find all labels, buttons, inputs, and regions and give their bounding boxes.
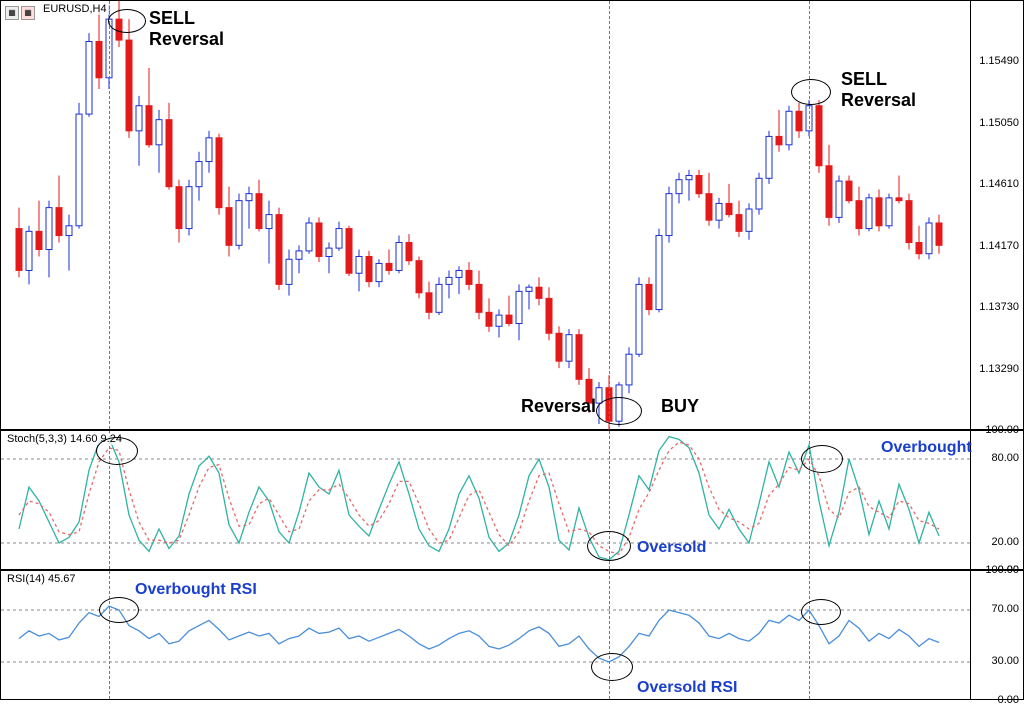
- chart-icon: ▦: [5, 6, 19, 20]
- rsi-tick: 100.00: [985, 564, 1019, 576]
- highlight-circle: [587, 531, 631, 561]
- signal-vline: [109, 571, 110, 699]
- price-tick: 1.14170: [979, 240, 1019, 252]
- highlight-circle: [591, 653, 633, 681]
- price-tick: 1.13730: [979, 301, 1019, 313]
- symbol-label: EURUSD,H4: [41, 3, 109, 15]
- rsi-tick: 30.00: [991, 655, 1019, 667]
- highlight-circle: [99, 597, 139, 623]
- candlestick-svg: [1, 1, 971, 431]
- rsi-label: RSI(14) 45.67: [5, 573, 77, 585]
- annotation-label: Reversal: [841, 90, 916, 111]
- annotation-label: Overbought RSI: [135, 581, 257, 599]
- rsi-tick: 0.00: [998, 694, 1019, 706]
- highlight-circle: [108, 9, 146, 33]
- stoch-tick: 80.00: [991, 452, 1019, 464]
- highlight-circle: [96, 437, 138, 465]
- stoch-tick: 20.00: [991, 536, 1019, 548]
- signal-vline: [809, 571, 810, 699]
- annotation-label: SELL: [149, 8, 195, 29]
- price-tick: 1.15050: [979, 117, 1019, 129]
- price-tick: 1.13290: [979, 363, 1019, 375]
- toolbar-icons: ▦ ▦: [5, 6, 35, 20]
- stoch-tick: 100.00: [985, 424, 1019, 436]
- price-tick: 1.14610: [979, 178, 1019, 190]
- chart-icon-2: ▦: [21, 6, 35, 20]
- annotation-label: Reversal: [149, 29, 224, 50]
- annotation-label: Oversold: [637, 539, 706, 557]
- rsi-panel[interactable]: RSI(14) 45.67 Overbought RSI Oversold RSI: [0, 570, 970, 700]
- highlight-circle: [801, 445, 843, 473]
- annotation-label: Oversold RSI: [637, 679, 737, 697]
- highlight-circle: [801, 599, 841, 625]
- stochastic-panel[interactable]: Stoch(5,3,3) 14.60 9.24 OverboughtOverso…: [0, 430, 970, 570]
- rsi-tick: 70.00: [991, 603, 1019, 615]
- highlight-circle: [791, 79, 831, 105]
- signal-vline: [109, 1, 110, 429]
- price-tick: 1.15490: [979, 55, 1019, 67]
- signal-vline: [809, 1, 810, 429]
- annotation-label: Overbought: [881, 439, 972, 457]
- rsi-y-axis: 100.0070.0030.000.00: [970, 570, 1024, 700]
- stoch-y-axis: 100.0080.0020.000.00: [970, 430, 1024, 570]
- price-y-axis: 1.15490 1.15050 1.14610 1.14170 1.13730 1.132…: [970, 0, 1024, 430]
- annotation-label: SELL: [841, 69, 887, 90]
- annotation-label: BUY: [661, 396, 699, 417]
- signal-vline: [609, 1, 610, 429]
- highlight-circle: [596, 397, 642, 425]
- price-chart-panel[interactable]: ▦ ▦ EURUSD,H4 SELLReversalReversalBUYSEL…: [0, 0, 970, 430]
- annotation-label: Reversal: [521, 396, 596, 417]
